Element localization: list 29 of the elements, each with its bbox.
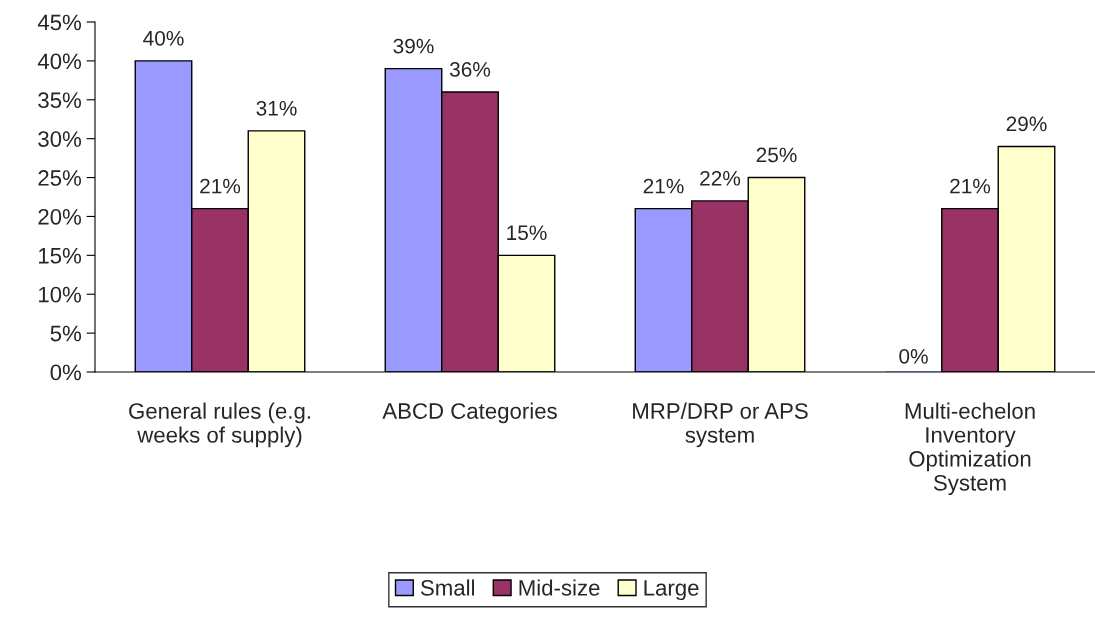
y-tick-label: 45% — [37, 14, 82, 31]
data-label: 40% — [143, 30, 184, 46]
y-tick-label: 30% — [38, 131, 82, 147]
data-label: 31% — [256, 100, 297, 116]
data-label: 29% — [1006, 116, 1047, 132]
y-tick-label: 5% — [50, 325, 82, 342]
x-tick-label: ABCD Categories — [382, 402, 557, 424]
data-label: 21% — [950, 178, 991, 194]
y-tick-label: 20% — [38, 208, 82, 225]
data-label: 36% — [449, 62, 491, 77]
x-tick-label: General rules (e.g. weeks of supply) — [129, 402, 310, 448]
legend-label: Mid-size — [519, 579, 600, 596]
y-tick-label: 15% — [39, 247, 82, 264]
legend-label: Small — [420, 579, 475, 596]
data-label: 15% — [507, 225, 547, 241]
y-tick-label: 10% — [39, 286, 82, 303]
data-label: 0% — [899, 348, 928, 364]
data-label: 22% — [700, 170, 741, 186]
data-label: 21% — [200, 178, 241, 194]
legend-label: Large — [644, 580, 699, 601]
y-tick-label: 25% — [38, 170, 82, 186]
x-tick-label: Multi-echelon Inventory Optimization System — [905, 402, 1035, 496]
y-tick-label: 40% — [37, 53, 82, 70]
data-label: 39% — [393, 38, 434, 54]
y-tick-label: 35% — [38, 92, 82, 109]
y-tick-label: 0% — [50, 364, 82, 381]
data-label: 21% — [643, 178, 684, 194]
x-tick-label: MRP/DRP or APS system — [633, 402, 808, 448]
data-label: 25% — [756, 147, 797, 163]
